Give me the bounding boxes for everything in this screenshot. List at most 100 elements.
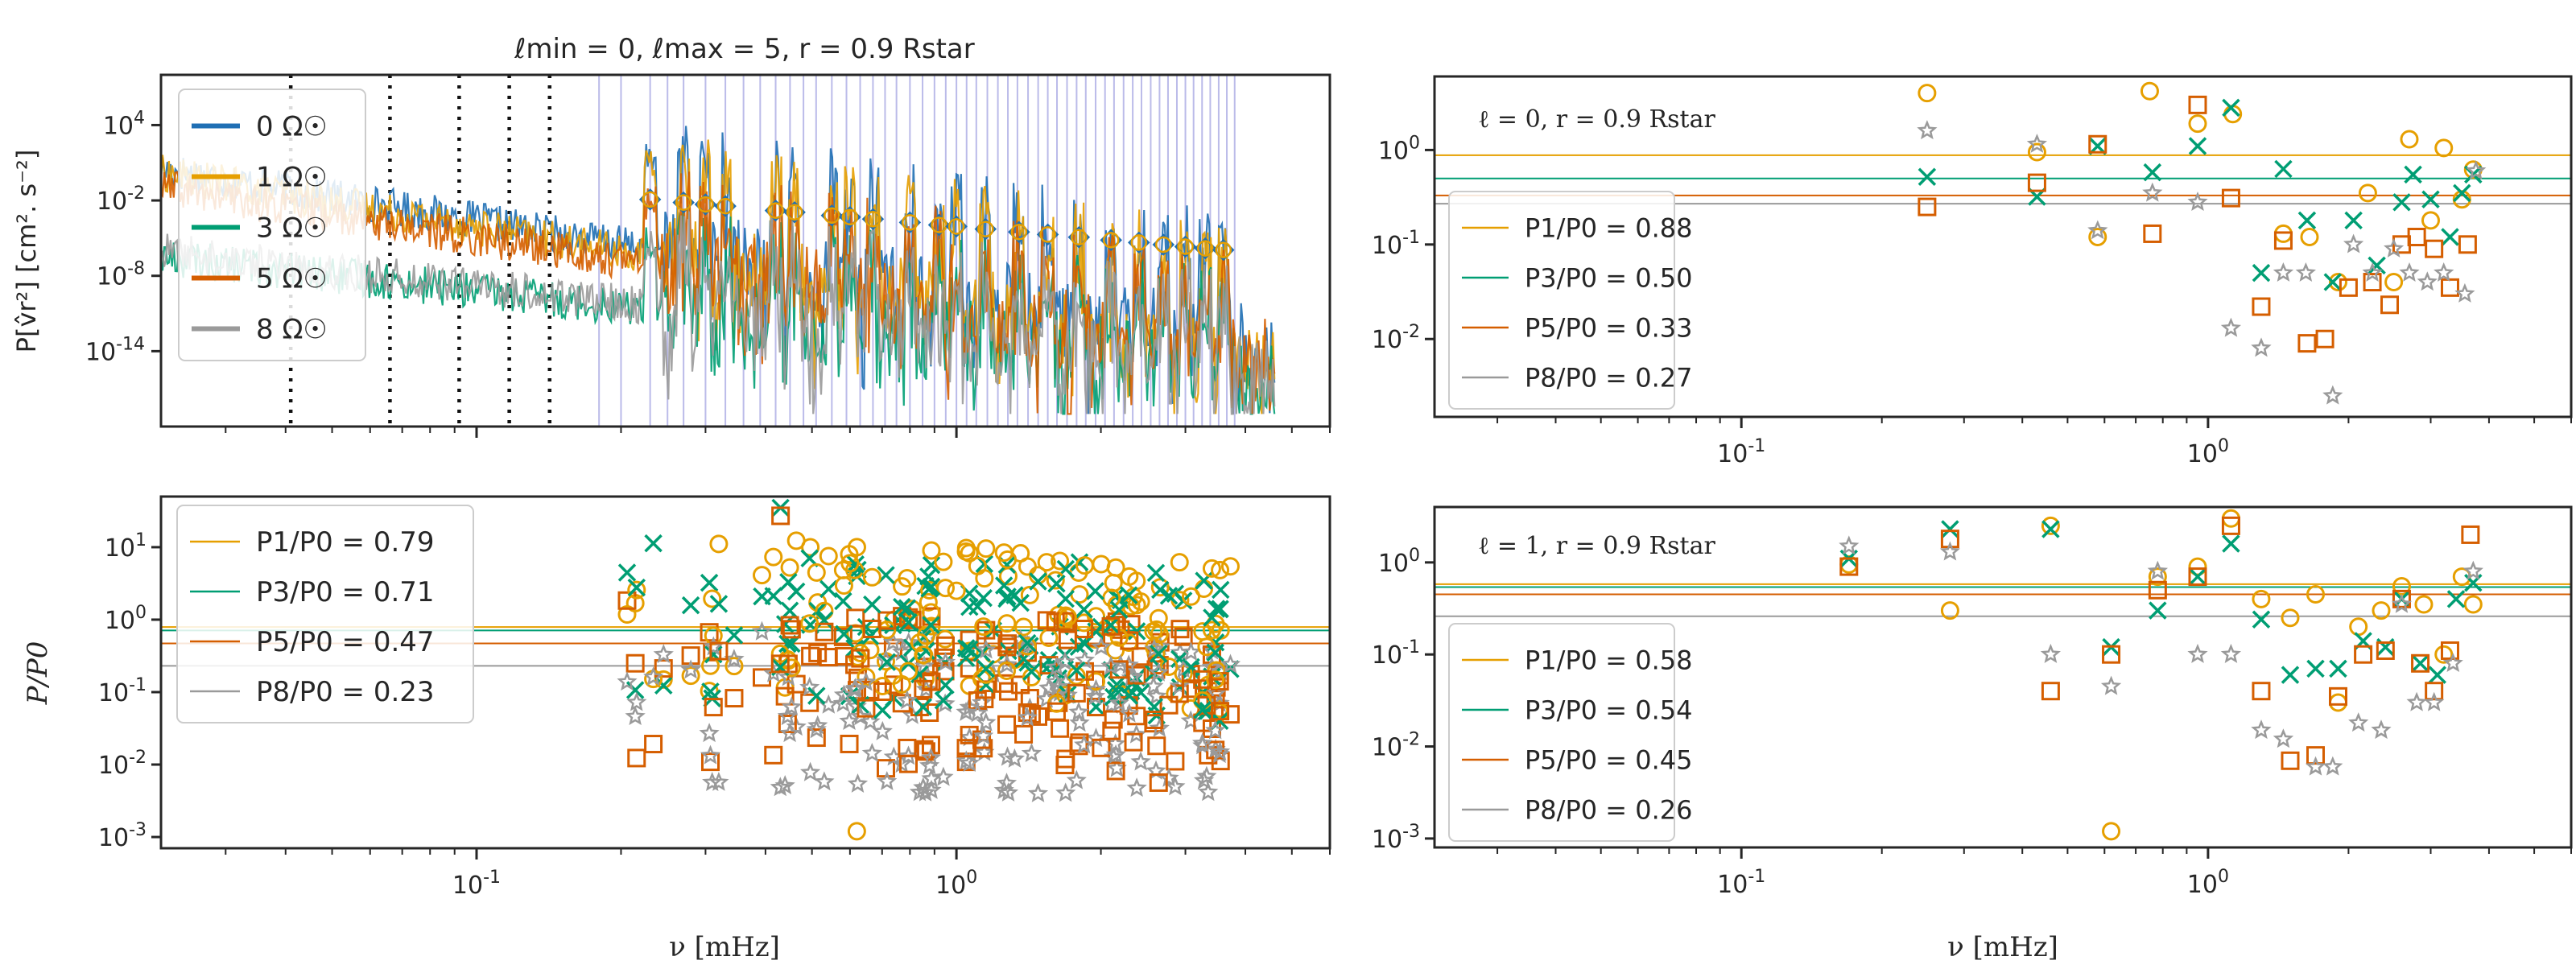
point-x	[2149, 601, 2167, 620]
point-circle	[2349, 617, 2368, 637]
point-circle	[782, 658, 801, 678]
legend-frame	[176, 505, 474, 723]
point-x	[956, 649, 976, 667]
point-star	[799, 676, 820, 696]
point-square	[1028, 707, 1047, 726]
point-star	[935, 651, 956, 671]
point-x	[846, 554, 865, 574]
point-star	[872, 720, 893, 740]
point-star	[2040, 643, 2061, 663]
point-circle	[2252, 589, 2271, 608]
point-square	[1211, 702, 1230, 721]
point-star	[1108, 692, 1129, 712]
point-star	[1066, 769, 1087, 789]
point-star	[996, 773, 1018, 792]
point-star	[1045, 671, 1066, 691]
point-x	[1029, 572, 1047, 591]
peak-circle	[1215, 241, 1232, 258]
peak-circle	[947, 218, 965, 235]
ratio-legend: P1/P0 = 0.79 P3/P0 = 0.71 P5/P0 = 0.47 P8/P…	[176, 505, 474, 723]
point-square	[857, 699, 876, 718]
legend-label: P5/P0 = 0.45	[1525, 745, 1693, 776]
point-x	[968, 597, 987, 616]
legend-label: P1/P0 = 0.79	[256, 526, 435, 559]
point-circle	[724, 657, 744, 676]
point-circle	[862, 567, 881, 587]
l1-x-ticks: 10-1 100	[1496, 847, 2572, 899]
point-star	[861, 742, 882, 762]
point-star	[2273, 262, 2294, 282]
point-star	[1130, 751, 1151, 771]
point-square	[815, 622, 834, 641]
point-x	[724, 626, 744, 645]
y-tick-label: 10-2	[1372, 322, 1420, 354]
point-x	[1127, 622, 1146, 641]
point-square	[873, 682, 892, 701]
point-star	[1004, 748, 1025, 768]
point-circle	[807, 563, 826, 582]
legend-label: 3 Ω☉	[256, 212, 328, 245]
point-x	[910, 665, 929, 684]
point-circle	[898, 569, 917, 588]
point-x	[1022, 662, 1041, 681]
point-circle	[1170, 553, 1189, 572]
point-star	[2362, 262, 2383, 282]
point-x	[2323, 273, 2343, 291]
psd-x-ticks	[225, 427, 1331, 438]
point-circle	[2306, 585, 2325, 604]
point-star	[1220, 653, 1241, 674]
point-x	[2143, 163, 2162, 182]
legend-frame	[1448, 191, 1675, 410]
point-star	[1191, 732, 1213, 752]
point-x	[681, 596, 700, 615]
l1-legend: P1/P0 = 0.58 P3/P0 = 0.54 P5/P0 = 0.45 P8/P…	[1448, 623, 1693, 842]
point-square	[807, 728, 826, 748]
peak-circle	[1010, 223, 1028, 241]
x-tick-label: 100	[2187, 867, 2229, 899]
point-square	[2297, 334, 2317, 353]
point-star	[1126, 723, 1147, 744]
point-star	[2466, 160, 2487, 180]
point-square	[1170, 684, 1189, 703]
point-x	[2344, 211, 2363, 230]
legend-label: P8/P0 = 0.26	[1525, 795, 1693, 826]
peak-circle	[824, 207, 840, 225]
point-circle	[840, 554, 860, 573]
point-circle	[1149, 608, 1168, 628]
point-square	[617, 591, 637, 610]
point-x	[2281, 666, 2300, 684]
point-star	[2026, 134, 2047, 153]
l0-legend: P1/P0 = 0.88 P3/P0 = 0.50 P5/P0 = 0.33 P8/P…	[1448, 191, 1693, 410]
point-square	[916, 742, 935, 761]
point-star	[1146, 685, 1167, 705]
point-circle	[1087, 672, 1106, 691]
point-circle	[801, 538, 820, 557]
psd-y-ticks: 104 10-2 10-8 10-14	[85, 108, 161, 366]
point-square	[2425, 682, 2444, 701]
point-star	[933, 766, 954, 786]
point-star	[2391, 593, 2413, 613]
point-star	[1021, 743, 1042, 763]
point-x	[2041, 520, 2060, 538]
point-square	[834, 646, 853, 666]
y-tick-label: 10-2	[1372, 730, 1420, 762]
point-circle	[1150, 578, 1170, 597]
legend-label: P3/P0 = 0.50	[1525, 263, 1693, 294]
point-square	[968, 690, 987, 710]
point-circle	[935, 629, 955, 649]
point-star	[800, 761, 821, 781]
point-star	[2417, 271, 2438, 291]
point-circle	[2148, 567, 2167, 587]
point-star	[997, 746, 1018, 766]
point-circle	[2281, 608, 2300, 628]
point-x	[834, 592, 852, 611]
point-star	[2434, 262, 2454, 282]
point-star	[971, 692, 993, 711]
peak-circle	[1039, 226, 1056, 243]
point-circle	[1918, 84, 1937, 103]
peak-circle	[931, 216, 947, 233]
point-circle	[1022, 668, 1041, 687]
point-circle	[780, 558, 799, 577]
y-tick-label: 10-2	[98, 748, 147, 780]
point-circle	[974, 617, 993, 637]
